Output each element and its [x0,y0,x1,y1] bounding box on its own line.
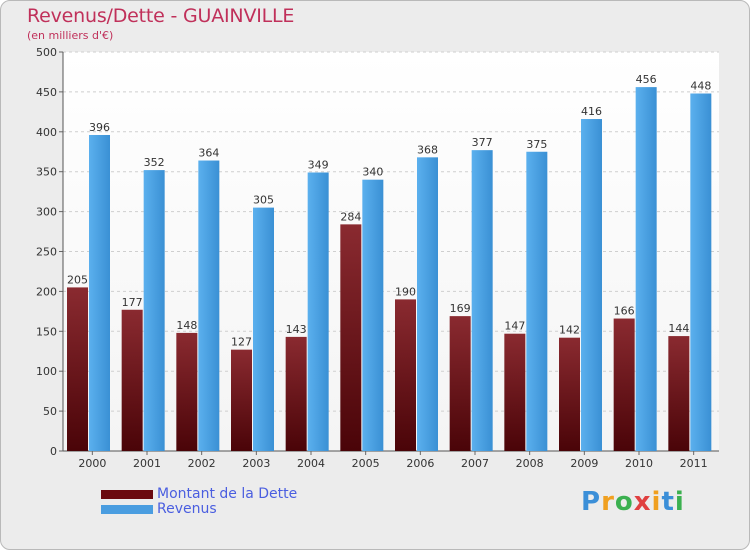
logo-letter: i [674,487,685,517]
data-label-revenus: 352 [144,156,165,169]
data-label-revenus: 340 [362,166,383,179]
logo-letter: x [633,487,652,517]
legend-label-revenus: Revenus [157,501,217,517]
bar-revenus [307,172,329,452]
y-tick-label: 150 [36,325,57,338]
x-tick-label: 2010 [625,457,653,470]
x-tick-label: 2000 [78,457,106,470]
proxiti-logo: Proxiti [581,487,685,517]
data-label-revenus: 416 [581,105,602,118]
bar-dette [67,287,88,451]
chart-title: Revenus/Dette - GUAINVILLE [27,5,295,27]
bar-dette [176,332,198,451]
data-label-dette: 177 [122,296,143,309]
data-label-dette: 284 [340,210,361,223]
data-label-revenus: 377 [472,136,493,149]
bar-dette [613,318,635,451]
y-tick-label: 450 [36,86,57,99]
bar-dette [668,336,690,451]
bar-revenus [143,170,165,451]
bar-dette [340,224,362,451]
data-label-dette: 166 [614,305,635,318]
y-tick-label: 100 [36,365,57,378]
data-label-revenus: 368 [417,143,438,156]
data-label-revenus: 305 [253,194,274,207]
x-tick-label: 2009 [570,457,598,470]
x-tick-label: 2007 [461,457,489,470]
bar-revenus [198,160,220,451]
x-tick-label: 2004 [297,457,325,470]
chart-subtitle: (en milliers d'€) [27,29,114,42]
data-label-dette: 148 [176,319,197,332]
x-tick-label: 2003 [242,457,270,470]
data-label-dette: 205 [67,273,88,286]
legend-swatch-revenus [101,505,153,514]
x-tick-label: 2001 [133,457,161,470]
y-tick-label: 350 [36,166,57,179]
data-label-revenus: 396 [89,121,110,134]
x-tick-label: 2011 [680,457,708,470]
data-label-dette: 143 [286,323,307,336]
bar-dette [449,316,471,451]
bar-revenus [362,179,384,451]
bar-dette [231,349,252,451]
bar-dette [121,309,143,451]
bar-revenus [471,150,493,452]
data-label-revenus: 375 [526,138,547,151]
data-label-dette: 169 [450,302,471,315]
data-label-dette: 144 [668,322,689,335]
y-tick-label: 50 [43,405,57,418]
bar-dette [285,336,307,451]
data-label-revenus: 364 [198,147,219,160]
bar-revenus [253,207,274,451]
logo-letter: o [614,487,634,517]
data-label-dette: 127 [231,336,252,349]
data-label-revenus: 349 [308,158,329,171]
y-tick-label: 250 [36,246,57,259]
bar-revenus [526,151,548,451]
y-tick-label: 300 [36,206,57,219]
bar-revenus [581,119,602,452]
y-tick-label: 200 [36,285,57,298]
legend-swatch-dette [101,490,153,499]
x-tick-label: 2002 [188,457,216,470]
bar-dette [559,337,580,451]
logo-letter: P [581,487,602,517]
x-tick-label: 2005 [352,457,380,470]
logo-letter: i [651,487,662,517]
logo-letter: r [601,487,615,517]
legend-label-dette: Montant de la Dette [157,486,298,502]
data-label-dette: 142 [559,324,580,337]
bar-revenus [89,134,110,451]
x-tick-label: 2008 [516,457,544,470]
bar-dette [395,299,416,451]
bar-dette [504,333,526,451]
x-tick-label: 2006 [406,457,434,470]
data-label-revenus: 456 [636,73,657,86]
data-label-dette: 147 [504,320,525,333]
bar-revenus [690,93,712,451]
y-tick-label: 500 [36,46,57,59]
bar-revenus [417,157,438,451]
y-tick-label: 400 [36,126,57,139]
data-label-revenus: 448 [690,79,711,92]
data-label-dette: 190 [395,285,416,298]
bar-revenus [635,87,657,451]
y-tick-label: 0 [50,445,57,458]
logo-letter: t [661,487,675,517]
